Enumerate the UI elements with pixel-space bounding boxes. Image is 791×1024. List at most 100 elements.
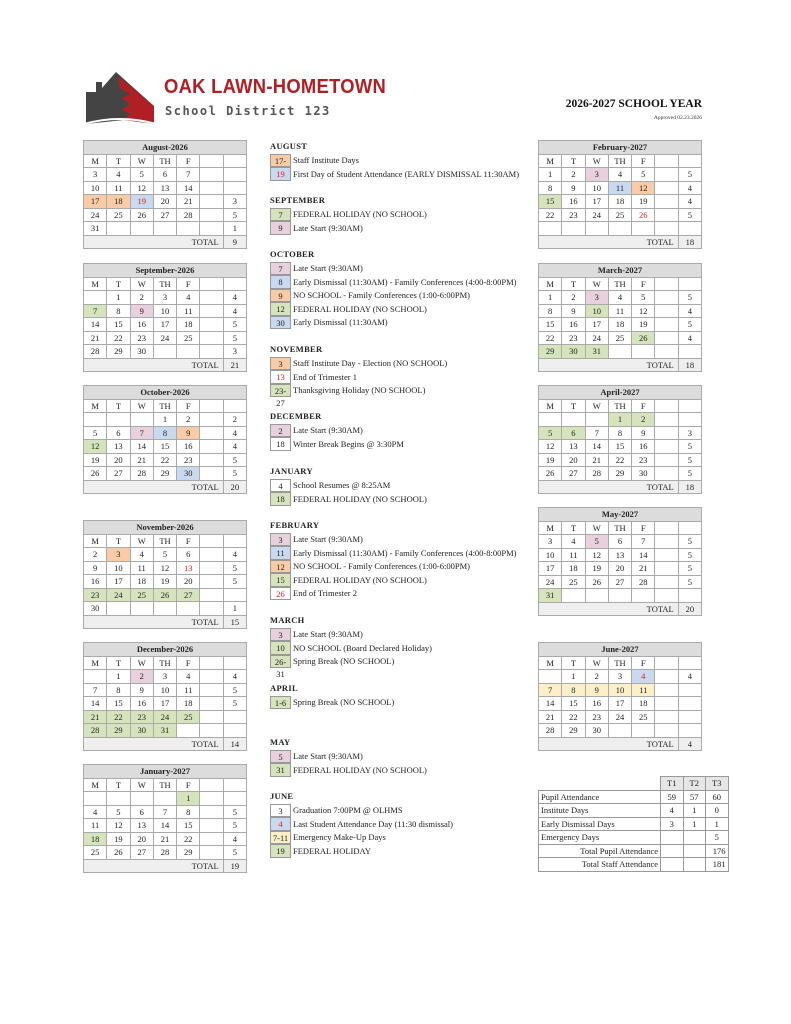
week-day-count xyxy=(222,723,248,738)
calendar-title: August-2026 xyxy=(83,140,247,155)
day-cell xyxy=(106,221,131,236)
day-cell: 7 xyxy=(82,682,108,697)
event-item: 1-6 Spring Break (NO SCHOOL) xyxy=(270,695,535,709)
week-row: 17 18 19 20 21 5 xyxy=(537,561,703,576)
event-item: 7 Late Start (9:30AM) xyxy=(270,261,535,275)
day-cell: 4 xyxy=(82,804,108,819)
stats-row: Total Pupil Attendance 176 xyxy=(538,843,729,858)
day-cell xyxy=(537,412,563,427)
week-day-count: 1 xyxy=(222,601,248,616)
weekday-header: T xyxy=(561,153,586,168)
total-value: 9 xyxy=(222,234,248,249)
event-month-section: JANUARY 4 School Resumes @ 8:25AM 18 FEDERAL… xyxy=(270,465,535,506)
weekday-header xyxy=(222,655,248,670)
week-day-count: 3 xyxy=(222,194,248,209)
day-cell: 8 xyxy=(152,425,178,440)
month-calendar: November-2026 M T W TH F 2 3 4 5 6 4 9 10 11 12 13 5 16 17 1… xyxy=(82,520,248,629)
day-cell xyxy=(82,412,108,427)
event-description: Late Start (9:30AM) xyxy=(293,751,363,762)
day-cell: 4 xyxy=(129,547,154,562)
empty-cell xyxy=(199,194,224,209)
day-cell: 9 xyxy=(176,425,201,440)
calendar-title: June-2027 xyxy=(538,642,702,657)
week-row: 26 27 28 29 30 5 xyxy=(82,466,248,481)
calendar-title: February-2027 xyxy=(538,140,702,155)
event-date-code: 8 xyxy=(270,275,291,289)
event-item: 31 FEDERAL HOLIDAY (NO SCHOOL) xyxy=(270,763,535,777)
weekday-header: W xyxy=(129,153,154,168)
event-month-section: MAY 5 Late Start (9:30AM) 31 FEDERAL HOLIDAY… xyxy=(270,736,535,777)
event-description: FEDERAL HOLIDAY (NO SCHOOL) xyxy=(293,764,427,775)
weekday-header xyxy=(199,398,224,413)
week-day-count: 5 xyxy=(222,466,248,481)
stats-value: 1 xyxy=(705,816,729,831)
event-month-heading: NOVEMBER xyxy=(270,344,323,354)
week-row: 14 15 16 17 18 5 xyxy=(82,696,248,711)
event-item: 23-27 Thanksgiving Holiday (NO SCHOOL) xyxy=(270,383,535,408)
day-cell: 18 xyxy=(129,574,154,589)
day-cell: 27 xyxy=(106,466,131,481)
day-cell: 20 xyxy=(176,574,201,589)
empty-cell xyxy=(199,831,224,846)
total-label: TOTAL xyxy=(83,357,224,372)
day-cell: 15 xyxy=(537,317,563,332)
event-date-code: 15 xyxy=(270,573,291,587)
event-date-code: 31 xyxy=(270,763,291,777)
event-item: 9 Late Start (9:30AM) xyxy=(270,221,535,235)
event-description: Staff Institute Days xyxy=(293,155,359,166)
week-day-count: 5 xyxy=(677,452,703,467)
week-row: 7 8 9 10 11 5 xyxy=(82,682,248,697)
weekday-header xyxy=(654,153,679,168)
day-cell xyxy=(176,723,201,738)
day-cell: 6 xyxy=(561,425,586,440)
day-cell: 24 xyxy=(537,574,563,589)
weekday-header: F xyxy=(631,520,656,535)
week-row: 28 29 30 xyxy=(537,723,703,738)
day-cell: 8 xyxy=(537,180,563,195)
day-cell: 27 xyxy=(607,574,633,589)
event-date-code: 9 xyxy=(270,221,291,235)
day-cell: 31 xyxy=(584,344,609,359)
header-t2: T2 xyxy=(682,776,706,791)
week-day-count: 5 xyxy=(222,317,248,332)
day-cell xyxy=(607,723,633,738)
district-logo xyxy=(84,72,156,125)
stats-value: 1 xyxy=(682,816,706,831)
day-cell: 19 xyxy=(129,194,154,209)
week-row: 22 23 24 25 26 4 xyxy=(537,330,703,345)
event-description: Emergency Make-Up Days xyxy=(293,832,386,843)
day-cell: 23 xyxy=(584,709,609,724)
day-cell: 25 xyxy=(561,574,586,589)
event-month-heading: OCTOBER xyxy=(270,249,315,259)
day-cell: 13 xyxy=(561,439,586,454)
empty-cell xyxy=(199,845,224,860)
event-item: 26-31 Spring Break (NO SCHOOL) xyxy=(270,654,535,679)
week-row: 8 9 10 11 12 4 xyxy=(537,303,703,318)
week-day-count: 4 xyxy=(677,303,703,318)
day-cell: 11 xyxy=(631,682,656,697)
event-item: 12 NO SCHOOL - Family Conferences (1:00-6… xyxy=(270,559,535,573)
day-cell: 28 xyxy=(129,466,154,481)
event-date-code: 12 xyxy=(270,559,291,573)
day-cell: 18 xyxy=(176,696,201,711)
event-date-code: 17-18 xyxy=(270,153,291,178)
day-cell: 28 xyxy=(584,466,609,481)
week-day-count: 5 xyxy=(222,804,248,819)
day-cell: 11 xyxy=(176,682,201,697)
day-cell: 26 xyxy=(152,587,178,602)
day-cell: 7 xyxy=(152,804,178,819)
day-cell: 25 xyxy=(607,207,633,222)
empty-cell xyxy=(199,180,224,195)
weekday-header xyxy=(654,655,679,670)
weekday-header: W xyxy=(584,398,609,413)
day-cell: 9 xyxy=(561,303,586,318)
empty-cell xyxy=(654,723,679,738)
day-cell xyxy=(129,791,154,806)
day-cell: 29 xyxy=(607,466,633,481)
event-description: School Resumes @ 8:25AM xyxy=(293,480,391,491)
week-row: 15 16 17 18 19 4 xyxy=(537,194,703,209)
weekday-header: M xyxy=(537,655,563,670)
event-item: 11 Early Dismissal (11:30AM) - Family Con… xyxy=(270,546,535,560)
